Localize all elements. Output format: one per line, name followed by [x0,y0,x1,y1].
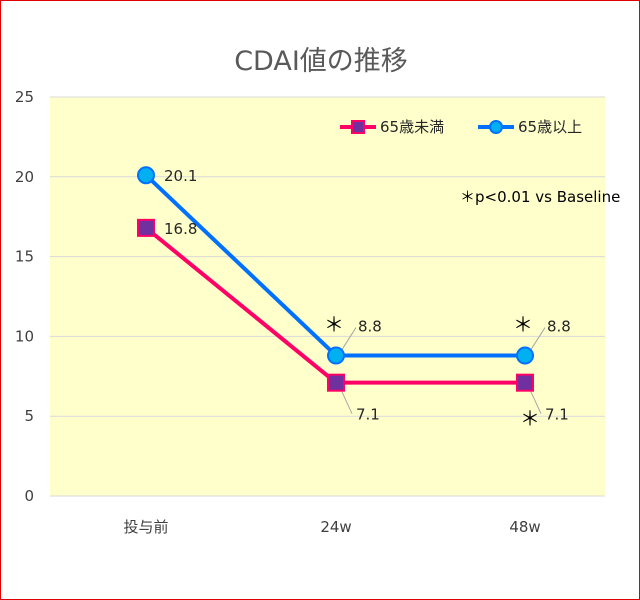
x-tick-label: 48w [509,518,540,536]
label-leader-line [530,327,546,350]
label-leader-line [341,327,357,350]
significance-markers: ＊ ＊ ＊ [324,313,540,431]
legend-label: 65歳以上 [518,118,582,136]
legend-marker [351,120,365,134]
y-tick-label: 25 [15,88,34,106]
data-label: 20.1 [164,167,197,185]
label-leader-line [340,389,353,414]
y-tick-label: 5 [24,407,34,425]
label-leader-line [529,389,542,414]
data-label: 8.8 [358,318,382,336]
data-label: 7.1 [356,406,380,424]
y-tick-label: 20 [15,168,34,186]
x-tick-label: 24w [320,518,351,536]
data-point-marker [137,218,155,237]
legend-marker [489,120,503,134]
data-label: 7.1 [545,406,569,424]
data-point-marker [327,346,345,365]
chart-title: CDAI値の推移 [234,46,408,77]
significance-note: ＊p<0.01 vs Baseline [460,188,620,206]
data-label: 16.8 [164,220,197,238]
label-leader-lines [340,327,546,414]
x-axis-ticks: 投与前 24w 48w [123,518,540,536]
legend: 65歳未満 65歳以上 [340,118,582,136]
plot-area [50,97,605,496]
data-label: 8.8 [547,318,571,336]
data-point-marker [516,346,534,365]
significance-marker: ＊ [520,407,540,431]
significance-marker: ＊ [324,313,344,337]
data-point-marker [137,166,155,185]
data-point-marker [327,373,345,392]
data-labels: 16.8 7.1 7.1 20.1 8.8 8.8 [164,167,571,423]
significance-marker: ＊ [513,313,533,337]
y-tick-label: 15 [15,248,34,266]
data-point-marker [516,373,534,392]
y-tick-label: 10 [15,327,34,345]
x-tick-label: 投与前 [123,518,168,536]
series-group [137,166,534,392]
legend-label: 65歳未満 [380,118,444,136]
y-tick-label: 0 [24,487,34,505]
y-axis-ticks: 0 5 10 15 20 25 [15,88,34,505]
